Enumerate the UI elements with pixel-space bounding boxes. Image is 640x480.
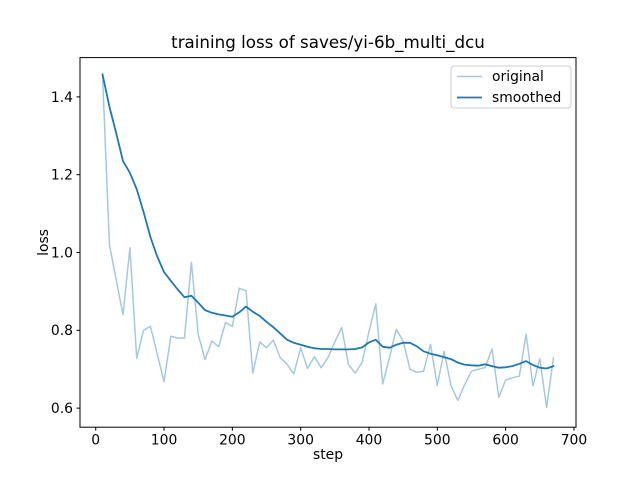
plot-area <box>80 57 576 428</box>
series-group <box>101 73 555 409</box>
y-tick-label: 1.0 <box>51 245 73 261</box>
legend: original smoothed <box>450 65 572 109</box>
plot-border <box>79 57 577 428</box>
y-tick-label: 1.2 <box>51 168 73 184</box>
y-tick-label: 1.4 <box>51 90 73 106</box>
x-tick-label: 400 <box>356 433 383 449</box>
x-tick-label: 300 <box>287 433 314 449</box>
x-tick-label: 700 <box>561 433 588 449</box>
series-line-original <box>101 73 555 409</box>
y-axis-label: loss <box>36 229 52 256</box>
chart-title: training loss of saves/yi-6b_multi_dcu <box>171 32 485 53</box>
x-tick-label: 200 <box>219 433 246 449</box>
series-line-smoothed <box>101 73 555 370</box>
y-tick-label: 0.8 <box>51 323 73 339</box>
x-tick-label: 100 <box>151 433 178 449</box>
y-axis-ticks: 0.6 0.8 1.0 1.2 1.4 <box>51 90 80 417</box>
x-tick-label: 600 <box>492 433 519 449</box>
x-axis-ticks: 0 100 200 300 400 500 600 700 <box>91 427 588 449</box>
x-tick-label: 0 <box>91 433 100 449</box>
x-tick-label: 500 <box>424 433 451 449</box>
y-tick-label: 0.6 <box>51 401 73 417</box>
x-axis-label: step <box>313 447 343 463</box>
legend-label-original: original <box>492 69 544 85</box>
legend-label-smoothed: smoothed <box>492 90 561 106</box>
